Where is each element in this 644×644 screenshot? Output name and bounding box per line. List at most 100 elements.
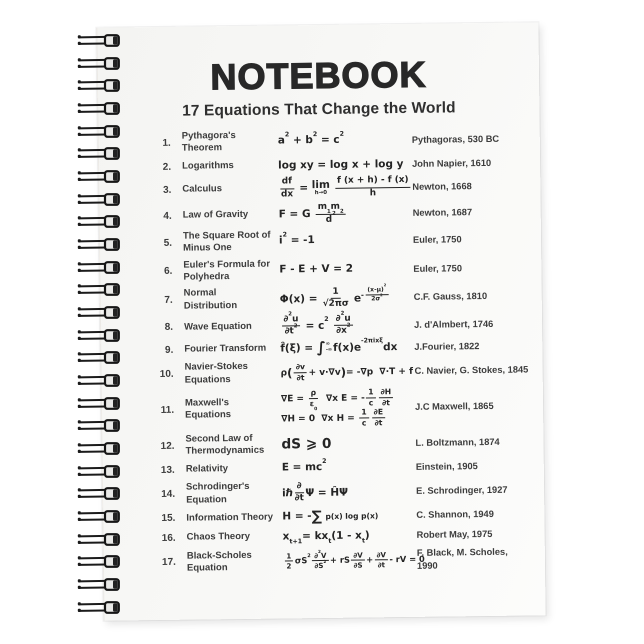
- equation-name: Information Theory: [186, 511, 274, 524]
- equation-attribution: Robert May, 1975: [416, 529, 493, 541]
- spiral-loop-icon: [77, 260, 120, 274]
- equation-attribution: Newton, 1687: [412, 206, 473, 218]
- spiral-loop-icon: [77, 374, 120, 387]
- equation-row: 9. Fourier Transform f̂(ξ) = ∫ ∞ -∞ f(x)e-2…: [157, 338, 528, 358]
- equations-list: 1. Pythagora's Theorem a2 + b2 = c2 Pyth…: [99, 126, 545, 576]
- row-number: 16.: [161, 532, 176, 544]
- equation-row: 10. Navier-Stokes Equations ρ(∂v ∂t + v·∇v…: [157, 358, 529, 387]
- row-number: 5.: [163, 237, 173, 249]
- equation-attribution: J. d'Almbert, 1746: [413, 318, 494, 330]
- row-number: 12.: [160, 440, 175, 452]
- spiral-loop-icon: [77, 555, 120, 569]
- spiral-loop-icon: [77, 34, 120, 47]
- equation-formula: 1 2 σS2 ∂2V ∂S2 + rS ∂V ∂S + ∂V ∂t - rV = 0: [284, 548, 425, 571]
- equation-formula: i2 = -1: [278, 231, 315, 247]
- equation-attribution: Einstein, 1905: [415, 461, 478, 472]
- spiral-loop-icon: [77, 578, 120, 592]
- equation-name: Euler's Formula for Polyhedra: [183, 258, 271, 283]
- spiral-loop-icon: [77, 56, 120, 70]
- spiral-loop-icon: [77, 215, 120, 229]
- equation-formula: f̂(ξ) = ∫ ∞ -∞ f(x)e-2πixξdx: [280, 337, 398, 356]
- page-subtitle: 17 Equations That Change the World: [182, 99, 456, 120]
- spiral-loop-icon: [77, 487, 120, 501]
- equation-attribution: Euler, 1750: [412, 234, 462, 245]
- equation-attribution: F. Black, M. Scholes, 1990: [416, 547, 508, 571]
- spiral-loop-icon: [77, 351, 120, 365]
- equation-name: Chaos Theory: [186, 531, 251, 543]
- row-number: 3.: [162, 184, 172, 196]
- equation-formula: ρ(∂v ∂t + v·∇v)= -∇p ∇·T + f: [280, 362, 414, 383]
- row-number: 4.: [163, 210, 172, 222]
- equation-name: Second Law of Thermodynamics: [185, 432, 265, 457]
- row-number: 11.: [160, 404, 175, 416]
- equation-attribution: C.F. Gauss, 1810: [413, 291, 488, 303]
- equation-row: 3. Calculus df dx = lim h→0 f (x + h) - f …: [155, 175, 526, 201]
- spiral-loop-icon: [77, 419, 120, 433]
- equation-formula: iℏ ∂ ∂t Ψ = ĤΨ: [282, 480, 349, 504]
- equation-formula: H = -∑ p(x) log p(x): [282, 508, 379, 525]
- row-number: 1.: [162, 137, 171, 149]
- equation-name: Schrodinger's Equation: [185, 481, 250, 506]
- row-number: 14.: [161, 488, 176, 500]
- spiral-loop-icon: [77, 79, 120, 93]
- page-title: NOTEBOOK: [210, 53, 428, 98]
- equation-row: 13. Relativity E = mc2 Einstein, 1905: [159, 458, 530, 478]
- equation-row: 6. Euler's Formula for Polyhedra F - E +…: [156, 255, 527, 284]
- equation-formula: dS ⩾ 0: [281, 435, 332, 453]
- equation-attribution: L. Boltzmann, 1874: [415, 436, 500, 448]
- equation-attribution: E. Schrodinger, 1927: [416, 484, 508, 497]
- row-number: 13.: [160, 464, 175, 476]
- equation-row: 7. Normal Distribution Φ(x) = 1 √2πσ e- (x…: [157, 283, 528, 313]
- equation-row: 8. Wave Equation ∂2u ∂t2 = c2 ∂2u ∂x2 J. d…: [157, 310, 528, 338]
- equation-name: Wave Equation: [183, 320, 252, 333]
- equation-row: 14. Schrodinger's Equation iℏ ∂ ∂t Ψ = ĤΨ E…: [159, 478, 530, 507]
- spiral-loop-icon: [77, 396, 120, 410]
- equation-name: Law of Gravity: [182, 208, 249, 221]
- equation-name: Pythagora's Theorem: [181, 130, 236, 155]
- equation-name: Logarithms: [182, 160, 234, 173]
- spiral-binding: [77, 34, 123, 614]
- equation-row: 1. Pythagora's Theorem a2 + b2 = c2 Pyth…: [155, 126, 526, 155]
- row-number: 10.: [159, 369, 174, 381]
- spiral-loop-icon: [77, 147, 120, 161]
- equation-name: Fourier Transform: [184, 343, 267, 356]
- equation-row: 16. Chaos Theory xt+1= kxt(1 - xt) Rober…: [160, 526, 531, 546]
- row-number: 7.: [164, 294, 173, 307]
- equation-attribution: C. Shannon, 1949: [416, 509, 494, 521]
- equation-name: Navier-Stokes Equations: [184, 361, 248, 386]
- spiral-loop-icon: [77, 464, 120, 478]
- equation-attribution: John Napier, 1610: [412, 158, 492, 170]
- equation-attribution: Pythagoras, 530 BC: [411, 133, 500, 145]
- row-number: 8.: [164, 322, 174, 334]
- spiral-loop-icon: [77, 102, 120, 115]
- equation-formula: a2 + b2 = c2: [277, 130, 344, 147]
- spiral-loop-icon: [77, 328, 120, 342]
- spiral-loop-icon: [77, 600, 120, 614]
- row-number: 15.: [161, 513, 176, 525]
- row-number: 6.: [163, 266, 173, 278]
- spiral-loop-icon: [77, 306, 120, 319]
- equation-row: 11. Maxwell's Equations ∇E = ρ ε0 ∇x E = …: [158, 387, 529, 430]
- row-number: 17.: [161, 557, 177, 569]
- row-number: 9.: [164, 344, 174, 356]
- equation-name: Maxwell's Equations: [184, 397, 232, 422]
- notebook-page: NOTEBOOK 17 Equations That Change the Wo…: [96, 22, 546, 621]
- equation-attribution: J.C Maxwell, 1865: [414, 401, 494, 412]
- row-number: 2.: [162, 161, 172, 173]
- equation-name: Relativity: [185, 463, 229, 475]
- equation-attribution: J.Fourier, 1822: [414, 341, 480, 353]
- spiral-loop-icon: [77, 442, 120, 455]
- equation-row: 5. The Square Root of Minus One i2 = -1 …: [156, 226, 527, 255]
- equation-formula: xt+1= kxt(1 - xt): [282, 529, 370, 546]
- equation-row: 4. Law of Gravity F = G m1m2 d2 Newton, 1…: [156, 201, 527, 227]
- equation-attribution: Newton, 1668: [412, 181, 472, 192]
- equation-formula: df dx = lim h→0 f (x + h) - f (x) h: [278, 175, 411, 199]
- equation-formula: E = mc2: [281, 458, 327, 474]
- equation-formula: log xy = log x + log y: [278, 157, 404, 172]
- equation-row: 15. Information Theory H = -∑ p(x) log p…: [159, 506, 530, 526]
- spiral-loop-icon: [77, 510, 120, 524]
- spiral-loop-icon: [77, 238, 120, 251]
- equation-row: 2. Logarithms log xy = log x + log y Joh…: [155, 155, 526, 175]
- spiral-loop-icon: [77, 283, 120, 297]
